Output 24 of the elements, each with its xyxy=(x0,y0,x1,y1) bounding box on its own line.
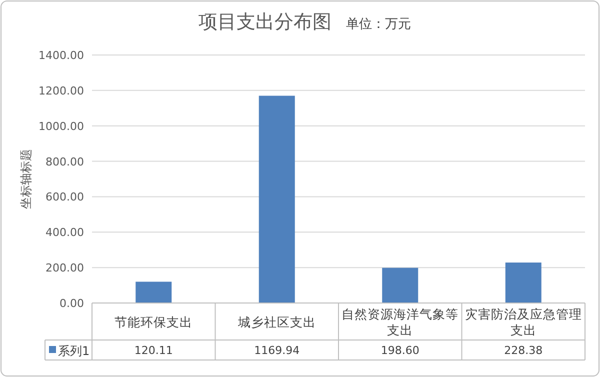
bar xyxy=(505,262,542,303)
x-tick-label: 自然资源海洋气象等支出 xyxy=(342,306,459,338)
bar xyxy=(382,268,418,303)
y-tick-label: 0.00 xyxy=(60,297,84,310)
data-label: 120.11 xyxy=(134,344,173,357)
legend-label: 系列1 xyxy=(58,344,90,358)
y-tick-label: 800.00 xyxy=(46,155,84,168)
y-axis-title: 坐标轴标题 xyxy=(19,149,33,209)
y-tick-label: 1000.00 xyxy=(38,120,84,133)
y-tick-label: 400.00 xyxy=(46,226,84,240)
data-label: 1169.94 xyxy=(254,344,300,357)
y-tick-label: 600.00 xyxy=(46,190,84,204)
data-label: 198.60 xyxy=(380,344,420,357)
x-tick-label: 灾害防治及应急管理支出 xyxy=(464,306,582,338)
y-tick-label: 200.00 xyxy=(46,262,84,275)
bar xyxy=(136,282,172,303)
data-label: 228.38 xyxy=(504,344,543,357)
y-tick-label: 1200.00 xyxy=(38,84,84,98)
chart-title: 项目支出分布图 xyxy=(198,12,332,33)
chart-subtitle: 单位：万元 xyxy=(346,17,411,32)
y-tick-label: 1400.00 xyxy=(38,49,84,62)
x-tick-label: 城乡社区支出 xyxy=(236,314,316,330)
bar xyxy=(258,96,295,303)
x-tick-label: 节能环保支出 xyxy=(114,314,193,330)
